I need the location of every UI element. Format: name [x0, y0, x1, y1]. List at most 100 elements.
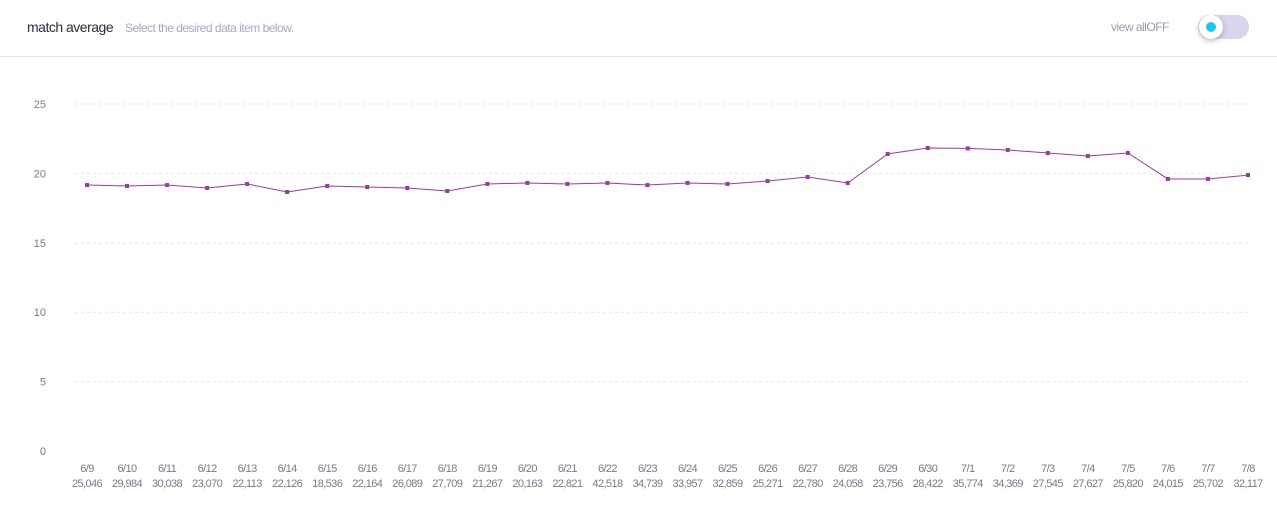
chart-header: match average Select the desired data it…	[0, 0, 1277, 57]
x-count-label: 24,058	[833, 478, 864, 490]
data-point[interactable]	[845, 180, 850, 185]
x-tick-label: 6/23	[638, 463, 657, 475]
data-point[interactable]	[1045, 150, 1050, 155]
x-count-label: 28,422	[913, 478, 944, 490]
data-point[interactable]	[285, 189, 290, 194]
x-count-label: 35,774	[953, 478, 984, 490]
x-tick-label: 7/5	[1121, 463, 1135, 475]
x-tick-label: 6/28	[838, 463, 857, 475]
data-point[interactable]	[85, 183, 89, 188]
x-count-label: 34,739	[632, 478, 663, 490]
x-count-label: 25,271	[753, 478, 784, 490]
data-point[interactable]	[365, 185, 370, 190]
view-all-label: view allOFF	[1111, 20, 1169, 34]
data-point[interactable]	[925, 145, 930, 150]
data-point[interactable]	[565, 181, 570, 186]
x-tick-label: 6/24	[678, 463, 697, 475]
x-tick-label: 6/20	[518, 463, 537, 475]
x-tick-label: 6/18	[438, 463, 457, 475]
x-count-label: 23,756	[873, 478, 904, 490]
toggle-knob[interactable]	[1199, 15, 1223, 39]
x-count-label: 32,859	[713, 478, 744, 490]
subtitle: Select the desired data item below.	[125, 21, 294, 35]
x-count-label: 34,369	[993, 478, 1024, 490]
y-tick-label: 10	[34, 307, 46, 319]
data-point[interactable]	[1246, 173, 1250, 178]
view-all-text: view all	[1111, 20, 1147, 34]
page-title: match average	[27, 19, 114, 35]
x-count-label: 22,780	[793, 478, 824, 490]
x-count-label: 22,164	[352, 478, 383, 490]
data-point[interactable]	[205, 185, 210, 190]
x-tick-label: 6/14	[278, 463, 297, 475]
x-tick-label: 6/21	[558, 463, 577, 475]
data-point[interactable]	[685, 180, 690, 185]
x-tick-label: 7/7	[1201, 463, 1215, 475]
x-count-label: 18,536	[312, 478, 343, 490]
x-tick-label: 6/30	[918, 463, 937, 475]
x-count-label: 27,627	[1073, 478, 1104, 490]
x-tick-label: 7/2	[1001, 463, 1015, 475]
data-point[interactable]	[245, 181, 250, 186]
y-tick-label: 5	[40, 377, 46, 389]
data-point[interactable]	[325, 184, 330, 189]
data-point[interactable]	[805, 175, 810, 180]
data-point[interactable]	[1205, 176, 1210, 181]
x-tick-label: 6/13	[238, 463, 257, 475]
data-point[interactable]	[1005, 147, 1010, 152]
x-tick-label: 6/29	[878, 463, 897, 475]
data-point[interactable]	[1085, 154, 1090, 159]
x-tick-label: 6/16	[358, 463, 377, 475]
data-point[interactable]	[1165, 176, 1170, 181]
x-tick-label: 6/11	[158, 463, 177, 475]
x-count-label: 25,046	[72, 478, 103, 490]
x-tick-label: 7/6	[1161, 463, 1175, 475]
data-point[interactable]	[525, 180, 530, 185]
x-tick-label: 6/19	[478, 463, 497, 475]
x-tick-label: 6/22	[598, 463, 617, 475]
x-count-label: 42,518	[592, 478, 623, 490]
x-tick-label: 6/26	[758, 463, 777, 475]
x-tick-label: 6/25	[718, 463, 737, 475]
x-tick-label: 7/8	[1241, 463, 1255, 475]
data-point[interactable]	[605, 180, 610, 185]
x-count-label: 27,545	[1033, 478, 1064, 490]
series-line	[86, 147, 1249, 193]
data-point[interactable]	[445, 189, 450, 194]
data-point[interactable]	[645, 183, 650, 188]
data-point[interactable]	[125, 184, 130, 189]
x-tick-label: 6/12	[198, 463, 217, 475]
y-tick-label: 0	[40, 446, 46, 458]
x-tick-label: 6/9	[80, 463, 94, 475]
x-count-label: 20,163	[512, 478, 543, 490]
x-count-label: 32,117	[1233, 478, 1263, 490]
x-count-label: 26,089	[392, 478, 423, 490]
x-count-label: 22,126	[272, 478, 303, 490]
view-all-toggle[interactable]	[1198, 15, 1249, 39]
toggle-dot-icon	[1206, 22, 1216, 32]
data-point[interactable]	[765, 179, 770, 184]
x-tick-label: 7/1	[961, 463, 975, 475]
data-point[interactable]	[405, 185, 410, 190]
x-count-label: 27,709	[432, 478, 463, 490]
y-tick-label: 20	[34, 168, 46, 180]
x-count-label: 25,820	[1113, 478, 1144, 490]
x-count-label: 22,113	[233, 478, 263, 490]
data-point[interactable]	[885, 151, 890, 156]
data-point[interactable]	[965, 146, 970, 151]
toggle-state: OFF	[1146, 20, 1169, 34]
x-count-label: 33,957	[672, 478, 703, 490]
data-point[interactable]	[725, 181, 730, 186]
x-tick-label: 6/10	[118, 463, 137, 475]
x-tick-label: 7/3	[1041, 463, 1055, 475]
x-tick-label: 6/15	[318, 463, 337, 475]
data-point[interactable]	[485, 181, 490, 186]
data-point[interactable]	[165, 183, 170, 188]
y-tick-label: 15	[34, 238, 46, 250]
x-tick-label: 7/4	[1081, 463, 1095, 475]
x-count-label: 22,821	[552, 478, 583, 490]
x-count-label: 30,038	[152, 478, 183, 490]
data-point[interactable]	[1125, 150, 1130, 155]
x-tick-label: 6/17	[398, 463, 417, 475]
